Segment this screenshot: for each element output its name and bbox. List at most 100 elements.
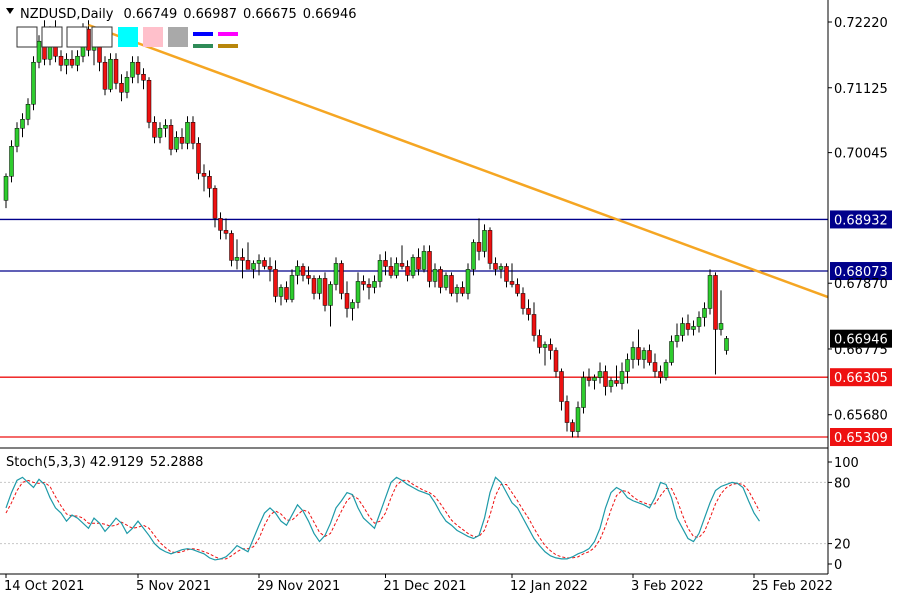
symbol-dropdown-icon[interactable] xyxy=(6,8,14,14)
candle-body xyxy=(696,317,702,327)
candle-body xyxy=(564,401,570,423)
candle-body xyxy=(31,61,36,105)
candle-body xyxy=(542,344,548,348)
line-swatch-0[interactable] xyxy=(193,32,213,36)
candle-body xyxy=(575,407,581,432)
candle-body xyxy=(168,125,174,150)
level-label-box xyxy=(830,368,892,387)
candle-body xyxy=(75,55,80,66)
timeframe-separator: , xyxy=(76,7,80,22)
level-label-box xyxy=(830,428,892,446)
candle-body xyxy=(113,58,119,84)
candle-body xyxy=(476,242,482,252)
time-tick-label: 25 Feb 2022 xyxy=(752,579,833,594)
candle-body xyxy=(383,260,388,267)
stochastic-panel xyxy=(0,476,828,561)
candle-body xyxy=(548,344,553,351)
candle-body xyxy=(493,263,498,270)
candle-body xyxy=(559,371,564,402)
candle-body xyxy=(597,371,603,378)
line-swatch-1[interactable] xyxy=(218,32,238,36)
candle-body xyxy=(328,284,333,306)
candle-body xyxy=(421,251,427,270)
time-axis: 14 Oct 2021 5 Nov 2021 29 Nov 2021 21 Dec 2… xyxy=(4,574,833,594)
candle-body xyxy=(647,350,652,363)
candle-body xyxy=(322,278,328,306)
swatch-3[interactable] xyxy=(91,26,113,48)
line-swatch-3[interactable] xyxy=(218,44,238,48)
candle-body xyxy=(185,122,190,144)
candle-body xyxy=(135,61,141,75)
level-label: 0.68073 xyxy=(834,265,888,280)
candle-body xyxy=(394,263,399,276)
time-tick-label: 3 Feb 2022 xyxy=(631,579,704,594)
ohlc-close: 0.66946 xyxy=(303,7,357,22)
candle-body xyxy=(317,278,322,294)
stochastic-title: Stoch(5,3,3) xyxy=(6,455,86,470)
candle-body xyxy=(619,371,625,384)
candle-body xyxy=(124,76,130,93)
indicator-swatches[interactable] xyxy=(16,26,238,48)
candle-body xyxy=(487,230,493,264)
candle-body xyxy=(300,266,306,276)
candle-body xyxy=(229,233,234,261)
candle-body xyxy=(636,347,641,360)
candle-body xyxy=(537,335,542,348)
level-label-box xyxy=(830,262,892,281)
candle-body xyxy=(212,188,218,219)
candle-body xyxy=(652,362,658,372)
line-swatch-2[interactable] xyxy=(193,44,213,48)
candle-body xyxy=(388,266,394,276)
candle-body xyxy=(416,257,421,270)
stochastic-tick-label: 0 xyxy=(834,558,842,573)
candle-body xyxy=(251,263,256,270)
candle-body xyxy=(361,281,366,285)
time-tick-label: 21 Dec 2021 xyxy=(384,579,467,594)
swatch-2[interactable] xyxy=(66,26,88,48)
current-price-label: 0.66946 xyxy=(834,333,888,348)
price-axis: 0.72220 0.71125 0.70045 0.68932 0.680730.678… xyxy=(828,16,892,446)
candle-body xyxy=(284,287,289,300)
candle-body xyxy=(273,269,278,297)
candle-body xyxy=(465,269,471,294)
price-tick-label: 0.65680 xyxy=(834,409,888,424)
candle-body xyxy=(553,350,559,372)
candle-body xyxy=(3,176,9,201)
candle-body xyxy=(146,79,152,123)
candle-body xyxy=(25,104,31,120)
candle-body xyxy=(498,266,504,270)
level-label-box xyxy=(830,210,892,229)
candle-body xyxy=(471,242,476,270)
level-label: 0.66305 xyxy=(834,371,888,386)
candle-body xyxy=(262,260,267,267)
candle-body xyxy=(355,281,361,303)
candle-body xyxy=(608,380,614,387)
ohlc-open: 0.66749 xyxy=(123,7,177,22)
candle-body xyxy=(174,137,179,150)
candle-body xyxy=(592,377,597,381)
swatch-5[interactable] xyxy=(143,27,163,47)
trendline[interactable] xyxy=(88,23,829,299)
candle-body xyxy=(707,275,713,309)
candle-body xyxy=(614,380,619,384)
candle-body xyxy=(427,251,432,282)
candle-body xyxy=(372,281,377,288)
stochastic-header: Stoch(5,3,3) 42.9129 52.2888 xyxy=(6,455,203,470)
stochastic-tick-label: 20 xyxy=(834,538,851,553)
swatch-1[interactable] xyxy=(41,26,63,48)
level-label: 0.65309 xyxy=(834,431,888,446)
candle-body xyxy=(691,326,696,330)
swatch-0[interactable] xyxy=(16,26,38,48)
price-tick-label: 0.70045 xyxy=(834,147,888,162)
candle-body xyxy=(179,137,185,144)
candle-body xyxy=(36,40,42,63)
candle-body xyxy=(350,302,355,309)
swatch-4[interactable] xyxy=(118,27,138,47)
time-tick-label: 14 Oct 2021 xyxy=(4,579,84,594)
candle-body xyxy=(685,323,691,330)
candle-body xyxy=(520,293,526,309)
swatch-6[interactable] xyxy=(168,27,188,47)
candle-body xyxy=(443,275,449,288)
time-tick-label: 5 Nov 2021 xyxy=(136,579,211,594)
